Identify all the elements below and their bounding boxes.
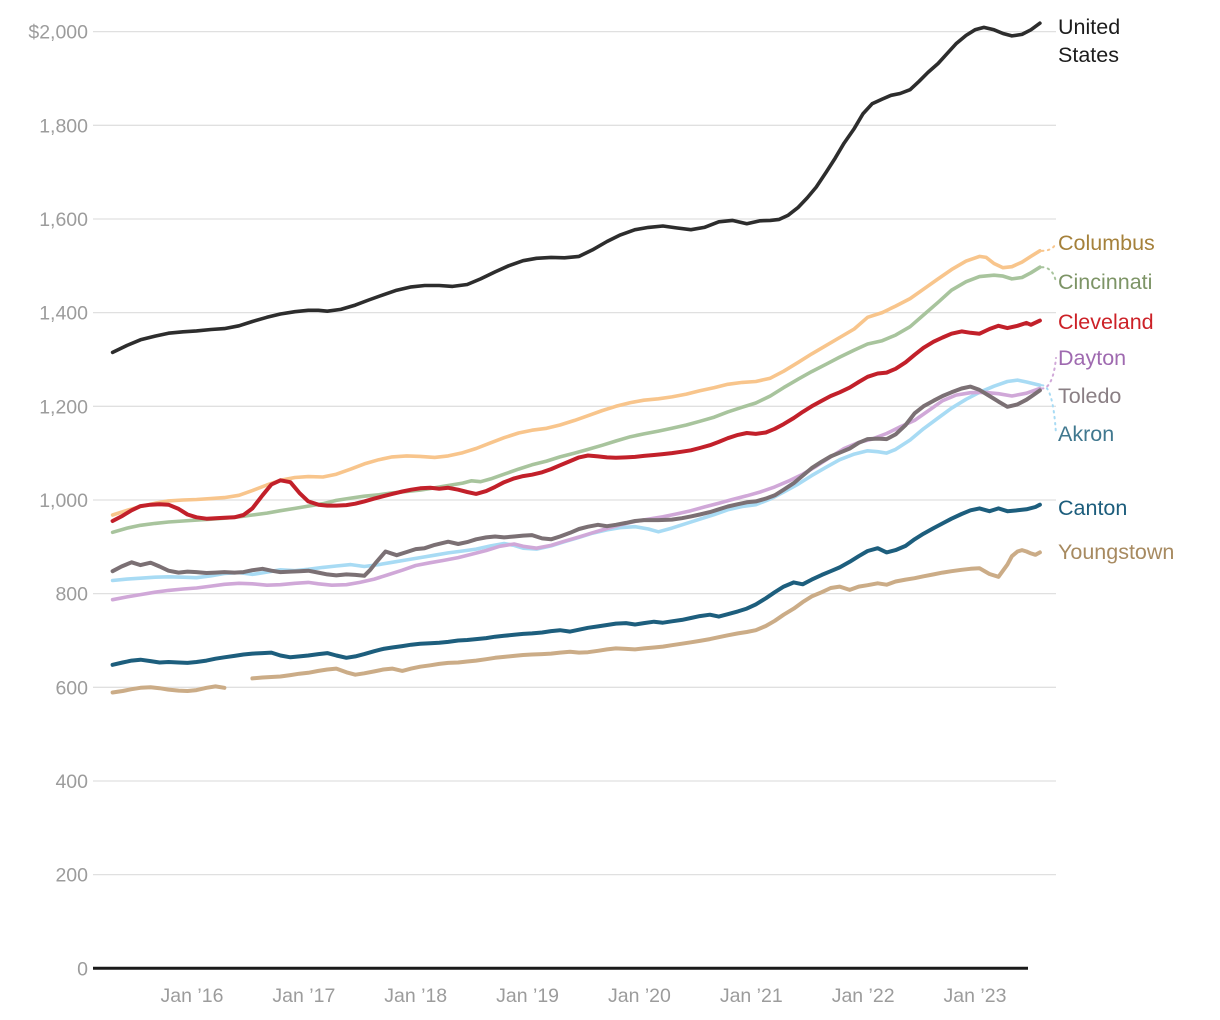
series-label-akron: Akron	[1058, 422, 1115, 446]
y-tick-label: 1,600	[39, 209, 88, 231]
series-line-canton	[110, 502, 1042, 667]
x-tick-label: Jan ’22	[832, 985, 895, 1007]
x-tick-label: Jan ’17	[272, 985, 335, 1007]
series-line-cleveland	[110, 318, 1042, 523]
x-tick-label: Jan ’19	[496, 985, 559, 1007]
y-tick-label: 1,800	[39, 115, 88, 137]
series-label-cincinnati: Cincinnati	[1058, 270, 1153, 294]
y-tick-label: 200	[55, 865, 88, 887]
series-label-toledo: Toledo	[1058, 384, 1122, 408]
x-tick-label: Jan ’20	[608, 985, 671, 1007]
leader-line-columbus	[1040, 242, 1057, 252]
series-line-toledo	[110, 384, 1042, 578]
x-tick-label: Jan ’18	[384, 985, 447, 1007]
series-label-dayton: Dayton	[1058, 346, 1127, 370]
y-tick-label: 1,000	[39, 490, 88, 512]
leader-line-cincinnati	[1040, 266, 1057, 283]
series-line-columbus	[110, 249, 1042, 517]
series-label-youngstown: Youngstown	[1058, 540, 1175, 564]
leader-line-dayton	[1040, 357, 1057, 390]
y-tick-label: $2,000	[28, 22, 88, 44]
y-tick-label: 400	[55, 771, 88, 793]
series-line-youngstown	[110, 684, 227, 695]
y-tick-label: 1,400	[39, 303, 88, 325]
y-tick-label: 1,200	[39, 396, 88, 418]
series-line-cincinnati	[110, 265, 1042, 535]
x-tick-label: Jan ’21	[720, 985, 783, 1007]
series-line-youngstown	[250, 548, 1042, 681]
x-tick-label: Jan ’23	[944, 985, 1007, 1007]
x-tick-label: Jan ’16	[161, 985, 224, 1007]
y-tick-label: 600	[55, 677, 88, 699]
series-line-dayton	[110, 386, 1042, 602]
y-tick-label: 800	[55, 584, 88, 606]
y-tick-label: 0	[77, 958, 88, 980]
series-label-columbus: Columbus	[1058, 231, 1155, 255]
series-label-canton: Canton	[1058, 496, 1128, 520]
series-line-akron	[110, 378, 1042, 583]
series-line-united-states	[110, 21, 1042, 355]
series-label-cleveland: Cleveland	[1058, 310, 1154, 334]
leader-line-akron	[1040, 384, 1057, 435]
series-label-united-states: United States	[1058, 15, 1121, 67]
